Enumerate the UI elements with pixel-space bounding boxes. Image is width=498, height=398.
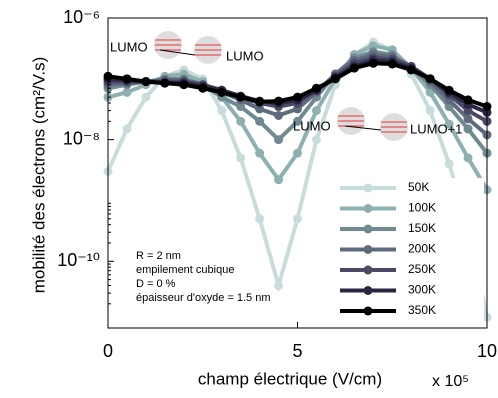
data-point bbox=[122, 74, 132, 84]
annotation: LUMO bbox=[293, 118, 331, 133]
data-point bbox=[463, 95, 473, 105]
data-point bbox=[255, 116, 265, 126]
y-tick-label: 10⁻⁸ bbox=[63, 128, 100, 148]
data-point bbox=[406, 65, 416, 75]
parameters: R = 2 nm empilement cubique D = 0 % épai… bbox=[136, 250, 271, 304]
y-axis-label: mobilité des électrons (cm²/V.s) bbox=[29, 57, 48, 294]
annotation: empilement cubique bbox=[136, 264, 234, 276]
annotation: LUMO bbox=[226, 48, 264, 63]
x-tick-label: 5 bbox=[292, 341, 302, 361]
data-point bbox=[255, 214, 265, 224]
legend-marker bbox=[363, 183, 373, 193]
diagram-2: LUMO LUMO+1 bbox=[293, 107, 462, 141]
x-tick-label: 0 bbox=[103, 341, 113, 361]
annotation: D = 0 % bbox=[136, 278, 176, 290]
legend-label: 250K bbox=[408, 262, 436, 276]
data-point bbox=[141, 92, 151, 102]
data-point bbox=[274, 110, 284, 120]
data-point bbox=[236, 92, 246, 102]
data-point bbox=[330, 74, 340, 84]
annotation: épaisseur d'oxyde = 1.5 nm bbox=[136, 292, 271, 304]
diagram-1: LUMO LUMO bbox=[110, 31, 264, 64]
x-multiplier: x 10⁵ bbox=[432, 373, 469, 390]
data-point bbox=[293, 148, 302, 158]
arrow bbox=[159, 49, 196, 56]
data-point bbox=[274, 280, 284, 290]
data-point bbox=[122, 87, 132, 97]
arrow bbox=[344, 125, 382, 131]
data-point bbox=[236, 116, 246, 126]
legend-marker bbox=[363, 286, 373, 295]
data-point bbox=[311, 106, 321, 116]
data-point bbox=[425, 106, 435, 116]
x-tick-label: 10 bbox=[477, 341, 497, 361]
data-point bbox=[463, 124, 473, 134]
data-point bbox=[274, 96, 284, 106]
data-point bbox=[255, 97, 265, 107]
data-point bbox=[463, 106, 473, 116]
data-point bbox=[179, 80, 189, 90]
legend-label: 350K bbox=[408, 303, 436, 317]
legend-marker bbox=[363, 224, 373, 234]
data-point bbox=[444, 119, 454, 129]
annotation: LUMO+1 bbox=[410, 121, 462, 136]
data-point bbox=[425, 74, 435, 84]
data-point bbox=[198, 83, 208, 93]
data-point bbox=[217, 106, 227, 116]
series-layer bbox=[103, 37, 492, 322]
data-point bbox=[217, 87, 227, 97]
data-point bbox=[349, 63, 359, 73]
annotation: R = 2 nm bbox=[136, 250, 181, 262]
data-point bbox=[122, 124, 132, 134]
data-point bbox=[311, 135, 321, 145]
data-point bbox=[293, 116, 302, 126]
data-point bbox=[444, 159, 454, 169]
annotation: LUMO bbox=[110, 39, 148, 54]
data-point bbox=[463, 114, 473, 124]
data-point bbox=[293, 92, 302, 102]
data-point bbox=[141, 77, 151, 87]
y-tick-label: 10⁻⁶ bbox=[63, 7, 100, 27]
data-point bbox=[255, 148, 265, 158]
y-tick-label: 10⁻¹⁰ bbox=[57, 250, 100, 270]
legend-label: 100K bbox=[408, 201, 436, 215]
legend-label: 150K bbox=[408, 221, 436, 235]
legend-label: 50K bbox=[408, 180, 429, 194]
legend-label: 300K bbox=[408, 283, 436, 297]
data-point bbox=[236, 102, 246, 112]
data-point bbox=[368, 58, 378, 68]
data-point bbox=[293, 214, 302, 224]
data-point bbox=[274, 175, 284, 185]
data-point bbox=[274, 135, 284, 145]
data-point bbox=[463, 153, 473, 163]
data-point bbox=[160, 78, 170, 88]
data-point bbox=[387, 59, 397, 69]
legend-marker bbox=[363, 204, 373, 213]
legend-marker bbox=[363, 306, 373, 316]
data-point bbox=[236, 153, 246, 163]
legend-marker bbox=[363, 265, 373, 275]
x-axis-label: champ électrique (V/cm) bbox=[198, 369, 382, 388]
legend-label: 200K bbox=[408, 242, 436, 256]
legend-marker bbox=[363, 245, 373, 254]
data-point bbox=[444, 85, 454, 95]
data-point bbox=[311, 83, 321, 93]
